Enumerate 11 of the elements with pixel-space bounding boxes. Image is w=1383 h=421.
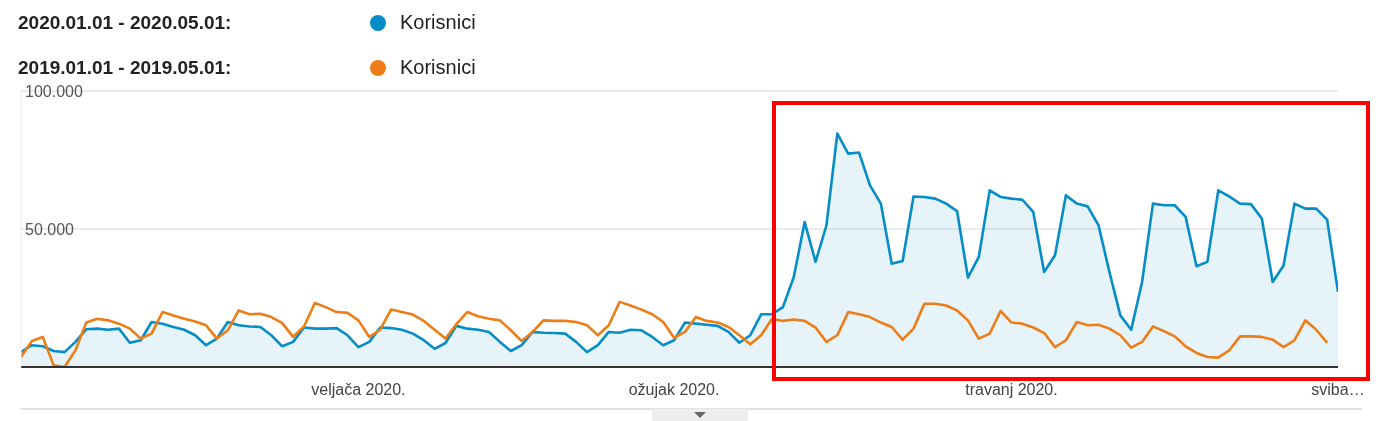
x-tick-label: veljača 2020. <box>311 381 406 398</box>
legend-label: Korisnici <box>400 11 476 34</box>
text: 2019.01.01 - 2019.05.01: <box>18 56 233 79</box>
text: 2020.01.01 - 2020.05.01: <box>18 11 233 34</box>
line-series <box>21 300 1329 367</box>
legend-label: Korisnici <box>400 56 476 79</box>
y-tick-label: 50.000 <box>25 220 75 238</box>
x-tick-label: travanj 2020. <box>965 381 1058 398</box>
x-tick-label: sviba… <box>1311 381 1365 398</box>
x-tick-label: ožujak 2020. <box>628 381 720 398</box>
y-tick-label: 100.000 <box>25 82 83 100</box>
